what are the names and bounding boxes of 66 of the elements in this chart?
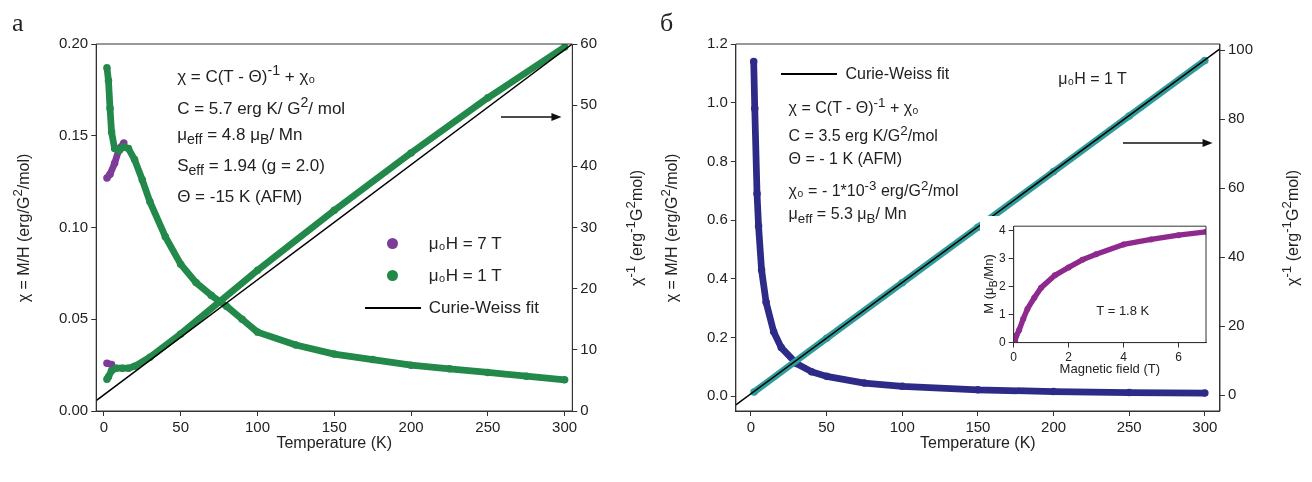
annotation: Θ = -15 K (AFM) xyxy=(177,187,303,208)
y-tick-label: 0.8 xyxy=(706,151,728,169)
y2-tick-label: 20 xyxy=(580,278,597,296)
y-tick-label: 0.15 xyxy=(58,125,89,143)
y2-tick-label: 20 xyxy=(1227,316,1245,334)
y2-tick-label: 40 xyxy=(1227,247,1245,265)
y-tick-label: 0.2 xyxy=(706,327,728,345)
annotation: χ = C(T - Θ)$^{-1}$ + χ₀ xyxy=(788,95,919,118)
y2-tick-label: 100 xyxy=(1227,40,1253,58)
y2-tick-label: 30 xyxy=(580,217,597,235)
x-tick-label: 300 xyxy=(552,418,578,436)
annotation: μ$_{eff}$ = 4.8 μ$_{B}$/ Mn xyxy=(177,124,303,148)
y2-tick-label: 50 xyxy=(580,95,597,113)
annotation: C = 5.7 erg K/ G$^{2}$/ mol xyxy=(177,93,346,119)
x-tick-label: 50 xyxy=(818,418,835,436)
y2-tick-label: 80 xyxy=(1227,109,1245,127)
annotation: μ$_{eff}$ = 5.3 μ$_{B}$/ Mn xyxy=(788,205,907,227)
legend-label: μ₀H = 1 T xyxy=(428,265,502,286)
y2-tick-label: 10 xyxy=(580,339,597,357)
x-tick-label: 200 xyxy=(398,418,424,436)
y-tick-label: 4 xyxy=(998,222,1006,237)
y-tick-label: 1.2 xyxy=(706,34,728,52)
x-tick-label: 250 xyxy=(475,418,501,436)
y-tick-label: 0.0 xyxy=(706,386,728,404)
x-tick-label: 50 xyxy=(172,418,190,436)
legend-label: Curie-Weiss fit xyxy=(845,64,950,83)
chart-title: б xyxy=(660,8,674,38)
x-tick-label: 6 xyxy=(1175,350,1183,365)
x-axis-title: Temperature (K) xyxy=(275,433,394,452)
x-tick-label: 150 xyxy=(321,418,347,436)
x-tick-label: 150 xyxy=(965,418,991,436)
y-tick-label: 0.4 xyxy=(706,269,728,287)
x-tick-label: 100 xyxy=(889,418,915,436)
y-tick-label: 0.05 xyxy=(58,309,89,327)
annotation: S$_{eff}$ = 1.94 (g = 2.0) xyxy=(177,155,325,179)
x-axis-title: Temperature (K) xyxy=(919,433,1037,452)
y2-tick-label: 60 xyxy=(580,34,597,52)
x-tick-label: 0 xyxy=(746,418,756,436)
annotation: χ = C(T - Θ)$^{-1}$ + χ₀ xyxy=(177,62,316,87)
annotation: χ₀ = - 1*10$^{-3}$ erg/G$^{2}$/mol xyxy=(788,177,959,201)
legend-label: μ₀H = 7 T xyxy=(428,233,502,254)
y-tick-label: 0.10 xyxy=(58,217,89,235)
y2-tick-label: 0 xyxy=(1227,385,1237,403)
chart-title: а xyxy=(12,8,24,38)
y-tick-label: 0.00 xyxy=(58,401,89,419)
annotation: μ₀H = 1 T xyxy=(1058,69,1127,88)
y-tick-label: 3 xyxy=(998,250,1006,265)
y-tick-label: 1.0 xyxy=(706,92,728,110)
y-tick-label: 0 xyxy=(998,334,1006,349)
y-tick-label: 0.20 xyxy=(58,34,89,52)
legend-label: Curie-Weiss fit xyxy=(428,298,540,319)
x-tick-label: 300 xyxy=(1192,418,1218,436)
annotation: Θ = - 1 K (AFM) xyxy=(788,150,902,169)
annotation: T = 1.8 K xyxy=(1096,303,1150,319)
y2-tick-label: 0 xyxy=(580,401,589,419)
x-tick-label: 100 xyxy=(244,418,270,436)
y2-tick-label: 40 xyxy=(580,156,597,174)
x-tick-label: 0 xyxy=(1010,350,1018,365)
x-tick-label: 200 xyxy=(1041,418,1067,436)
y-tick-label: 1 xyxy=(998,306,1006,321)
y-tick-label: 2 xyxy=(998,278,1006,293)
y-tick-label: 0.6 xyxy=(706,210,728,228)
x-tick-label: 0 xyxy=(99,418,109,436)
y2-tick-label: 60 xyxy=(1227,178,1245,196)
annotation: C = 3.5 erg K/G$^{2}$/mol xyxy=(788,122,938,146)
x-tick-label: 250 xyxy=(1116,418,1142,436)
